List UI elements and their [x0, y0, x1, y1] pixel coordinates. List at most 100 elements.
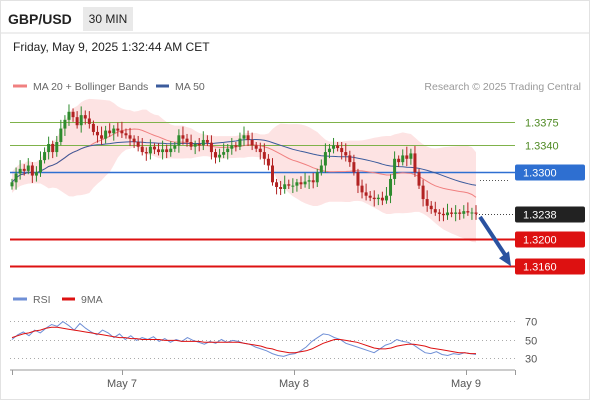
candle-body — [189, 142, 193, 147]
candle-body — [425, 199, 429, 206]
candle-body — [205, 139, 209, 143]
candle-body — [18, 168, 22, 174]
x-axis-label: May 8 — [279, 378, 309, 390]
candle-body — [303, 181, 307, 185]
candle-body — [409, 153, 413, 159]
pivot-tag — [515, 164, 585, 181]
candle-body — [401, 155, 405, 163]
candle-body — [26, 165, 30, 171]
candle-body — [315, 172, 319, 183]
candle-body — [254, 145, 258, 149]
candle-body — [238, 138, 242, 147]
candle-body — [389, 178, 393, 196]
pivot-label: 1.3300 — [523, 168, 557, 180]
candle-body — [177, 135, 181, 146]
candle-body — [340, 148, 344, 153]
support-label: 1.3200 — [523, 235, 557, 247]
candle-body — [55, 142, 59, 153]
candle-body — [458, 212, 462, 214]
last-price-tag — [515, 206, 585, 223]
candlesticks — [10, 104, 478, 222]
candle-body — [421, 185, 425, 200]
candle-body — [22, 168, 26, 171]
candle-body — [291, 185, 295, 187]
candle-body — [181, 135, 185, 139]
resistance-label: 1.3375 — [525, 118, 559, 130]
candle-body — [222, 152, 226, 155]
candle-body — [43, 152, 47, 161]
ma20-legend-label: MA 20 + Bollinger Bands — [33, 81, 148, 93]
candle-body — [364, 192, 368, 196]
candle-body — [307, 180, 311, 182]
candle-body — [405, 155, 409, 159]
candle-body — [376, 197, 380, 200]
candle-body — [372, 197, 376, 200]
candle-body — [209, 142, 213, 153]
candle-body — [140, 146, 144, 153]
candle-body — [95, 131, 99, 136]
candle-body — [336, 145, 340, 149]
bollinger-band-area — [12, 98, 476, 243]
candle-body — [466, 211, 470, 213]
support-label: 1.3160 — [523, 262, 557, 274]
candle-body — [266, 158, 270, 166]
candle-body — [437, 212, 441, 214]
x-axis-label: May 7 — [107, 378, 137, 390]
rsi-legend-label: RSI — [33, 294, 51, 306]
candle-body — [193, 144, 197, 147]
candle-body — [51, 144, 55, 153]
candle-body — [47, 144, 51, 153]
candle-body — [242, 135, 246, 139]
candle-body — [397, 158, 401, 163]
bollinger-band — [12, 98, 476, 243]
candle-body — [30, 165, 34, 176]
candle-body — [319, 165, 323, 173]
candle-body — [161, 149, 165, 153]
candle-body — [10, 182, 14, 187]
candle-body — [34, 172, 38, 176]
candle-body — [348, 155, 352, 163]
candle-body — [279, 186, 283, 189]
candle-body — [63, 119, 67, 129]
candle-body — [173, 145, 177, 149]
candle-body — [352, 162, 356, 173]
x-axis-label: May 9 — [451, 378, 481, 390]
candle-body — [59, 128, 63, 142]
candle-body — [83, 115, 87, 119]
candle-body — [116, 128, 120, 131]
candle-body — [128, 135, 132, 139]
candle-body — [71, 111, 75, 118]
candle-body — [75, 117, 79, 126]
candle-body — [136, 142, 140, 147]
candle-body — [250, 139, 254, 146]
candle-body — [214, 152, 218, 158]
candle-body — [323, 152, 327, 166]
credit-text: Research © 2025 Trading Central — [424, 81, 581, 93]
support-tag — [515, 231, 585, 248]
rsi-tick-label: 50 — [525, 336, 537, 348]
candle-body — [417, 172, 421, 186]
candle-body — [454, 212, 458, 214]
candle-body — [108, 130, 112, 134]
x-axis: May 7 May 8 May 9 — [12, 370, 516, 390]
candle-body — [413, 153, 417, 173]
candle-body — [91, 123, 95, 132]
candle-body — [360, 185, 364, 193]
timeframe-badge[interactable]: 30 MIN — [83, 7, 133, 31]
candle-body — [218, 154, 222, 158]
rsi-tick-label: 70 — [525, 317, 537, 329]
candle-body — [384, 195, 388, 201]
candle-body — [393, 158, 397, 179]
ma9-legend-label: 9MA — [81, 294, 103, 306]
candle-body — [132, 138, 136, 142]
candle-body — [226, 148, 230, 153]
ma50-legend-label: MA 50 — [175, 81, 205, 93]
candle-body — [446, 212, 450, 216]
candle-body — [429, 205, 433, 210]
candle-body — [197, 144, 201, 146]
candle-body — [14, 173, 18, 183]
candle-body — [38, 160, 42, 173]
candle-body — [67, 111, 71, 120]
